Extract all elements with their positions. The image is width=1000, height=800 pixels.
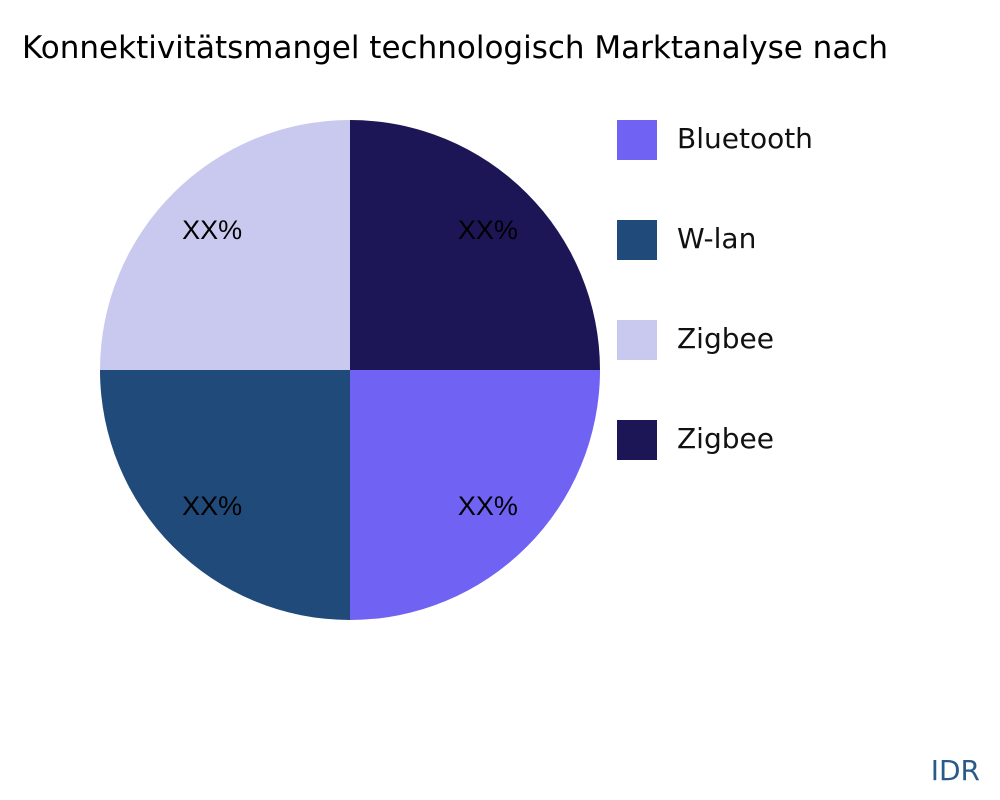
legend-swatch <box>617 120 657 160</box>
slice-label: XX% <box>458 491 518 521</box>
legend-label: W-lan <box>677 222 756 255</box>
legend-swatch <box>617 420 657 460</box>
pie-slice <box>350 120 600 370</box>
pie-slice <box>100 120 350 370</box>
legend-swatch <box>617 220 657 260</box>
pie-slice <box>350 370 600 620</box>
slice-label: XX% <box>182 215 242 245</box>
slice-label: XX% <box>182 491 242 521</box>
pie-slice <box>100 370 350 620</box>
legend: Bluetooth W-lan Zigbee Zigbee <box>617 120 813 460</box>
chart-title: Konnektivitätsmangel technologisch Markt… <box>22 30 888 66</box>
footer: IDR <box>931 754 980 787</box>
pie: XX% XX% XX% XX% <box>100 120 600 620</box>
legend-label: Bluetooth <box>677 122 813 155</box>
slice-label: XX% <box>458 215 518 245</box>
legend-swatch <box>617 320 657 360</box>
legend-label: Zigbee <box>677 422 774 455</box>
legend-label: Zigbee <box>677 322 774 355</box>
